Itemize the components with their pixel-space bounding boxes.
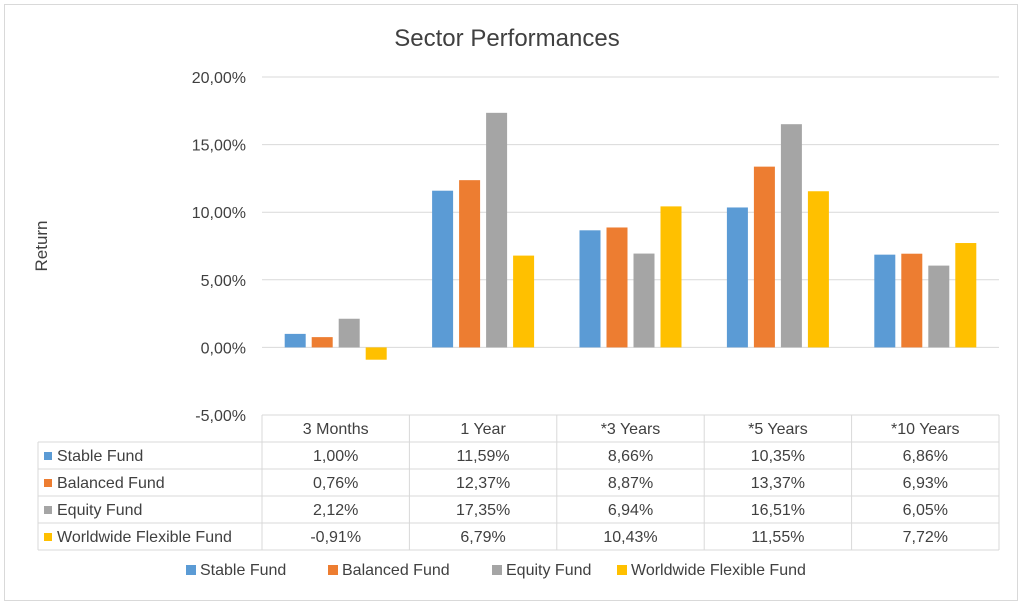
table-legend-key	[44, 506, 52, 514]
bar	[311, 337, 333, 348]
bar	[338, 318, 360, 348]
y-tick-label: -5,00%	[195, 408, 246, 425]
x-tick-label: *10 Years	[891, 421, 960, 438]
data-label: 16,51%	[751, 502, 805, 519]
bar	[365, 347, 387, 360]
table-series-name: Stable Fund	[57, 448, 143, 465]
bar	[633, 253, 655, 348]
chart-border	[4, 4, 1018, 601]
data-label: 6,79%	[460, 529, 505, 546]
y-tick-label: 0,00%	[201, 340, 246, 357]
y-axis-ticks: 20,00% 15,00% 10,00% 5,00% 0,00% -5,00%	[192, 70, 246, 425]
bar	[579, 230, 601, 348]
x-tick-label: *5 Years	[748, 421, 808, 438]
data-label: 10,43%	[603, 529, 657, 546]
data-label: -0,91%	[310, 529, 361, 546]
data-label: 6,86%	[903, 448, 948, 465]
legend: Stable Fund Balanced Fund Equity Fund World…	[186, 562, 806, 579]
bar	[753, 166, 775, 348]
legend-label: Balanced Fund	[342, 562, 450, 579]
table-series-name: Worldwide Flexible Fund	[57, 529, 232, 546]
data-label: 13,37%	[751, 475, 805, 492]
bar	[284, 333, 306, 348]
data-label: 12,37%	[456, 475, 510, 492]
chart-title: Sector Performances	[394, 25, 619, 52]
bars	[284, 112, 977, 360]
bar	[928, 265, 950, 348]
data-label: 11,55%	[751, 529, 804, 546]
bar	[780, 124, 802, 348]
bar	[606, 227, 628, 348]
bar	[660, 206, 682, 348]
data-label: 8,87%	[608, 475, 653, 492]
y-tick-label: 10,00%	[192, 205, 246, 222]
data-label: 6,05%	[903, 502, 948, 519]
legend-label: Equity Fund	[506, 562, 591, 579]
data-label: 6,93%	[903, 475, 948, 492]
bar	[486, 112, 508, 348]
data-label: 7,72%	[903, 529, 948, 546]
legend-label: Worldwide Flexible Fund	[631, 562, 806, 579]
legend-label: Stable Fund	[200, 562, 286, 579]
bar	[513, 255, 535, 348]
bar	[432, 190, 454, 348]
bar	[459, 180, 481, 348]
data-label: 6,94%	[608, 502, 653, 519]
data-label: 2,12%	[313, 502, 358, 519]
data-label: 8,66%	[608, 448, 653, 465]
table-series-name: Equity Fund	[57, 502, 142, 519]
y-tick-label: 5,00%	[201, 273, 246, 290]
bar	[874, 254, 896, 348]
table-legend-key	[44, 452, 52, 460]
data-label: 0,76%	[313, 475, 358, 492]
y-tick-label: 15,00%	[192, 138, 246, 155]
bar	[807, 191, 829, 348]
bar	[955, 243, 977, 348]
table-legend-key	[44, 479, 52, 487]
legend-swatch	[328, 565, 338, 575]
table-series-name: Balanced Fund	[57, 475, 165, 492]
bar	[901, 253, 923, 348]
table-legend-key	[44, 533, 52, 541]
data-label: 11,59%	[457, 448, 510, 465]
data-label: 17,35%	[456, 502, 510, 519]
y-tick-label: 20,00%	[192, 70, 246, 87]
data-label: 1,00%	[313, 448, 358, 465]
x-tick-label: *3 Years	[601, 421, 661, 438]
data-label: 10,35%	[751, 448, 805, 465]
x-tick-label: 3 Months	[303, 421, 369, 438]
y-axis-label: Return	[32, 220, 51, 271]
x-tick-label: 1 Year	[460, 421, 506, 438]
bar	[726, 207, 748, 348]
data-table: 3 Months 1 Year *3 Years *5 Years *10 Years S…	[37, 414, 1000, 551]
legend-swatch	[186, 565, 196, 575]
legend-swatch	[617, 565, 627, 575]
legend-swatch	[492, 565, 502, 575]
